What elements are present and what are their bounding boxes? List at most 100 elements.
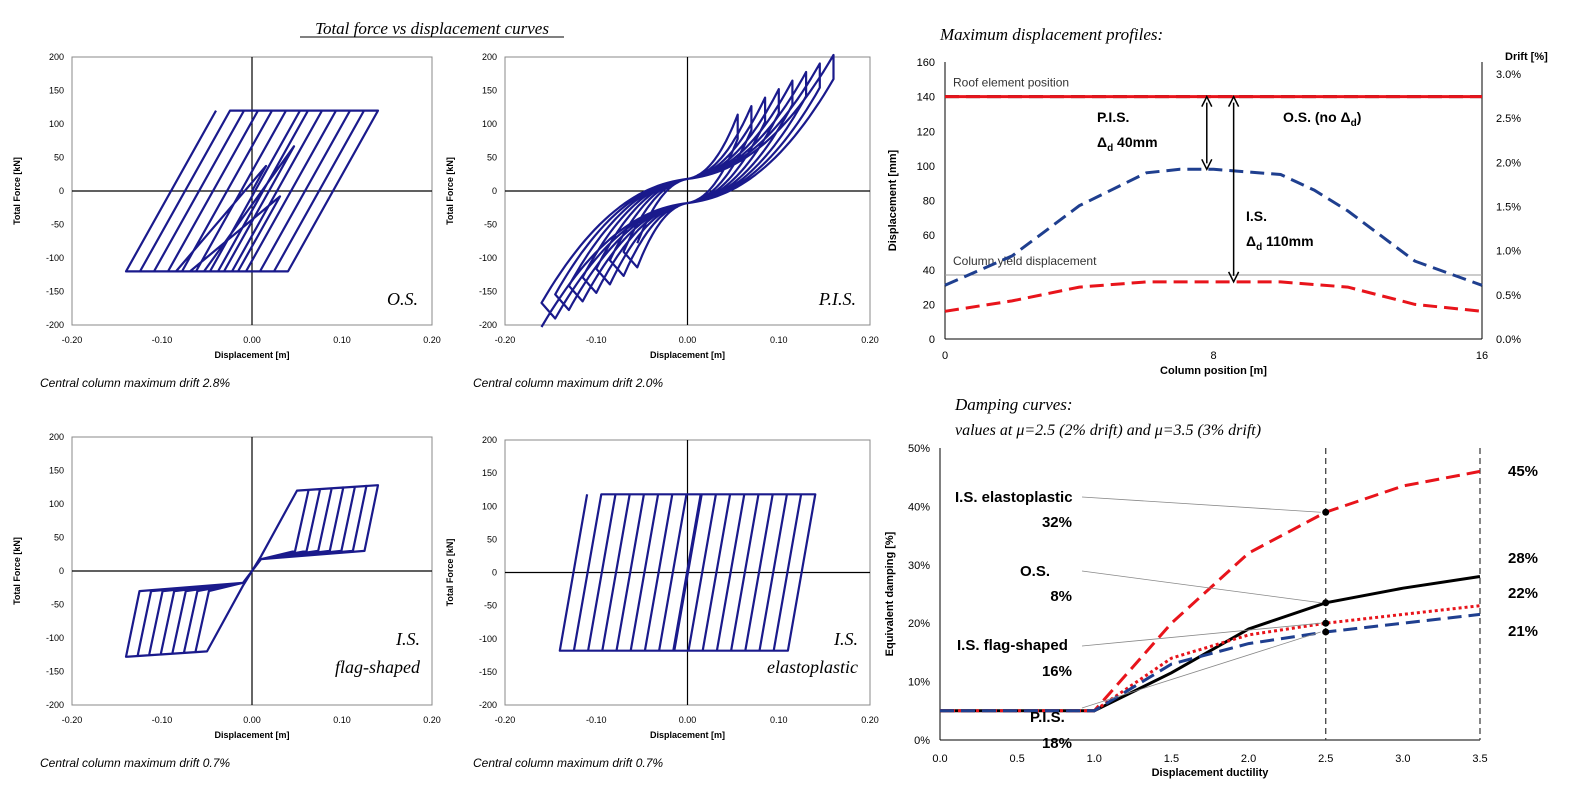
delta-amount: 40mm [1113,134,1157,150]
y-tick-label: 40% [908,501,930,513]
y-tick-label: -150 [479,287,497,297]
x-tick-label: 0.20 [423,335,441,345]
series-value-label: 32% [1042,514,1072,531]
delta-arrow-head-bottom [1227,271,1240,284]
x-tick-label: -0.10 [152,335,173,345]
y-tick-label: -100 [479,634,497,644]
x-axis-label: Displacement [m] [214,730,289,740]
y-tick-label: 200 [482,435,497,445]
x-tick-label: 0.10 [770,715,788,725]
y-tick-label: -150 [46,287,64,297]
y-tick-label: -150 [46,667,64,677]
damping-series-3 [940,612,1481,713]
x-tick-label: 0.5 [1009,753,1024,765]
panel-caption: Central column maximum drift 0.7% [40,756,230,770]
x-tick-label: 0.10 [333,715,351,725]
x-tick-label: 0.00 [679,335,697,345]
x-tick-label: 0.00 [243,715,261,725]
y2-axis-label: Drift [%] [1505,51,1548,63]
figure-title: Total force vs displacement curves [315,19,549,38]
chart-subtitle: values at μ=2.5 (2% drift) and μ=3.5 (3%… [955,422,1261,439]
series-end-label: 45% [1508,463,1538,480]
marker-point [1322,508,1330,516]
y-tick-label: 0 [59,186,64,196]
x-tick-label: -0.20 [495,715,516,725]
x-tick-label: 1.5 [1164,753,1179,765]
y2-tick-label: 0.0% [1496,334,1521,346]
series-label: O.S. [1020,563,1050,580]
delta-arrow-head-top [1201,94,1213,107]
y-tick-label: 150 [482,468,497,478]
damping-chart: Damping curves: values at μ=2.5 (2% drift… [884,395,1538,779]
y-tick-label: -50 [484,601,497,611]
y-tick-label: 0% [914,735,930,747]
annotation-title: P.I.S. [1097,109,1129,125]
y-tick-label: 100 [482,119,497,129]
reference-line-label: Column yield displacement [953,254,1097,268]
y-tick-label: 150 [482,86,497,96]
y-tick-label: 200 [482,52,497,62]
delta-symbol: Δ [1246,233,1256,249]
y-tick-label: 20% [908,618,930,630]
series-end-label: 21% [1508,623,1538,640]
y-axis-label: Total Force [kN] [12,157,22,225]
x-tick-label: -0.20 [62,335,83,345]
y-tick-label: 200 [49,52,64,62]
x-axis-label: Column position [m] [1160,365,1267,377]
panel-caption: Central column maximum drift 2.0% [473,376,663,390]
y2-tick-label: 1.5% [1496,202,1521,214]
x-tick-label: 16 [1476,350,1488,362]
x-axis-label: Displacement [m] [650,350,725,360]
x-tick-label: 2.5 [1318,753,1333,765]
damping-series-0 [940,469,1481,713]
os-annotation-text: O.S. (no Δ [1283,109,1351,125]
y-tick-label: 40 [923,265,935,277]
series-value-label: 18% [1042,735,1072,752]
panel-caption: Central column maximum drift 0.7% [473,756,663,770]
y-tick-label: -50 [51,600,64,610]
delta-subscript: d [1107,143,1113,154]
panel-label: P.I.S. [818,289,856,309]
y-tick-label: 60 [923,230,935,242]
y-tick-label: 80 [923,196,935,208]
y-tick-label: 100 [49,499,64,509]
y-axis-label: Total Force [kN] [445,157,455,225]
y-axis-label: Total Force [kN] [445,539,455,607]
profile-series-2 [944,167,1483,287]
x-tick-label: -0.10 [152,715,173,725]
delta-symbol: Δ [1097,134,1107,150]
leader-line [1081,631,1321,709]
marker-point [1322,619,1330,627]
y-tick-label: -100 [46,633,64,643]
y-tick-label: -100 [46,253,64,263]
reference-line-label: Roof element position [953,76,1069,90]
y-tick-label: 50 [487,153,497,163]
hysteresis-curve [558,493,817,652]
series-label: I.S. flag-shaped [957,637,1068,654]
x-tick-label: 1.0 [1087,753,1102,765]
y-tick-label: 0 [59,566,64,576]
x-tick-label: 0.20 [861,715,879,725]
x-tick-label: 3.0 [1395,753,1410,765]
os-annotation-sub: d [1351,118,1357,129]
delta-amount: 110mm [1262,233,1313,249]
y-tick-label: 30% [908,560,930,572]
profile-series-3 [944,280,1483,313]
y-tick-label: -100 [479,253,497,263]
x-tick-label: 0.20 [423,715,441,725]
y-tick-label: 150 [49,466,64,476]
y-tick-label: -200 [479,320,497,330]
x-tick-label: 3.5 [1472,753,1487,765]
y-tick-label: -150 [479,667,497,677]
y-tick-label: 120 [917,126,935,138]
y2-tick-label: 1.0% [1496,246,1521,258]
delta-arrow-head-top [1227,94,1240,107]
annotation-title: I.S. [1246,208,1267,224]
y-tick-label: 100 [917,161,935,173]
series-end-label: 22% [1508,585,1538,602]
marker-point [1322,599,1330,607]
x-tick-label: 0.20 [861,335,879,345]
y-tick-label: 50 [54,533,64,543]
x-tick-label: 0.10 [333,335,351,345]
